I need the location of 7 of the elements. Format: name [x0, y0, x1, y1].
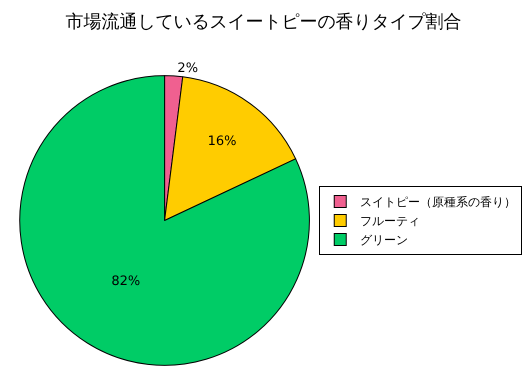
legend-label: フルーティ	[360, 214, 420, 228]
legend-label: スイトピー（原種系の香り）	[360, 195, 516, 210]
chart-title: 市場流通しているスイートピーの香りタイプ割合	[66, 12, 462, 33]
data-label: 2%	[177, 60, 198, 76]
data-label: 82%	[111, 274, 140, 290]
legend-label: グリーン	[360, 233, 408, 248]
data-label: 16%	[208, 134, 236, 149]
